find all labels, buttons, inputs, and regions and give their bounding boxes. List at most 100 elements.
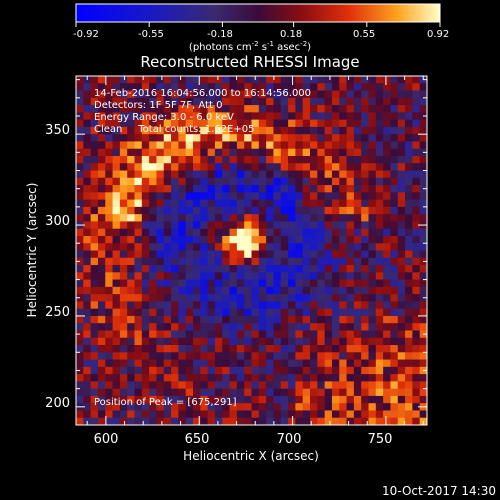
heatmap-cell xyxy=(288,250,296,259)
heatmap-cell xyxy=(397,352,406,360)
heatmap-cell xyxy=(266,257,274,266)
heatmap-cell xyxy=(353,410,362,419)
heatmap-cell xyxy=(412,374,421,382)
heatmap-cell xyxy=(163,330,172,339)
heatmap-cell xyxy=(141,105,150,113)
heatmap-cell xyxy=(273,323,282,331)
heatmap-cell xyxy=(375,337,384,346)
heatmap-cell xyxy=(141,301,150,310)
heatmap-cell xyxy=(236,366,245,375)
heatmap-cell xyxy=(134,90,143,99)
heatmap-cell xyxy=(90,374,99,382)
heatmap-cell xyxy=(171,235,179,244)
heatmap-cell xyxy=(119,126,128,135)
heatmap-cell xyxy=(185,163,194,171)
heatmap-cell xyxy=(317,301,326,310)
heatmap-cell xyxy=(112,330,121,339)
heatmap-cell xyxy=(83,170,92,179)
colorbar-tick-label-1: -0.55 xyxy=(138,29,164,40)
heatmap-cell xyxy=(288,141,296,150)
heatmap-cell xyxy=(361,279,369,288)
heatmap-cell xyxy=(134,381,143,390)
heatmap-cell xyxy=(324,235,333,244)
heatmap-cell xyxy=(397,105,406,113)
heatmap-cell xyxy=(193,272,201,280)
heatmap-cell xyxy=(280,228,289,237)
heatmap-cell xyxy=(214,134,223,142)
heatmap-cell xyxy=(280,279,289,288)
heatmap-cell xyxy=(346,214,355,222)
heatmap-cell xyxy=(368,148,377,157)
heatmap-cell xyxy=(310,323,318,331)
heatmap-cell xyxy=(193,235,201,244)
heatmap-cell xyxy=(200,330,209,339)
heatmap-cell xyxy=(236,141,245,150)
heatmap-cell xyxy=(266,337,274,346)
heatmap-cell xyxy=(310,163,318,171)
heatmap-cell xyxy=(346,148,355,157)
heatmap-cell xyxy=(244,257,252,266)
heatmap-cell xyxy=(185,170,194,179)
heatmap-cell xyxy=(331,185,340,193)
heatmap-cell xyxy=(178,170,187,179)
heatmap-cell xyxy=(214,352,223,360)
heatmap-cell xyxy=(288,388,296,397)
heatmap-cell xyxy=(251,272,260,280)
heatmap-cell xyxy=(112,141,121,150)
heatmap-cell xyxy=(105,76,113,84)
heatmap-cell xyxy=(390,170,399,179)
heatmap-cell xyxy=(331,83,340,91)
heatmap-cell xyxy=(266,345,274,353)
heatmap-cell xyxy=(97,294,106,302)
heatmap-cell xyxy=(178,192,187,200)
heatmap-cell xyxy=(134,330,143,339)
heatmap-cell xyxy=(134,192,143,200)
heatmap-cell xyxy=(375,330,384,339)
heatmap-cell xyxy=(76,97,84,106)
heatmap-cell xyxy=(317,76,326,84)
heatmap-cell xyxy=(90,359,99,368)
heatmap-cell xyxy=(310,381,318,390)
heatmap-cell xyxy=(353,192,362,200)
heatmap-cell xyxy=(127,417,135,425)
heatmap-cell xyxy=(171,90,179,99)
heatmap-cell xyxy=(105,126,113,135)
heatmap-cell xyxy=(193,148,201,157)
heatmap-cell xyxy=(273,286,282,295)
heatmap-cell xyxy=(339,323,347,331)
heatmap-cell xyxy=(295,301,304,310)
heatmap-cell xyxy=(214,90,223,99)
heatmap-cell xyxy=(258,214,267,222)
heatmap-cell xyxy=(119,265,128,273)
heatmap-cell xyxy=(229,257,238,266)
heatmap-cell xyxy=(412,228,421,237)
heatmap-cell xyxy=(295,97,304,106)
heatmap-cell xyxy=(171,141,179,150)
heatmap-cell xyxy=(200,366,209,375)
heatmap-cell xyxy=(346,250,355,259)
heatmap-cell xyxy=(397,345,406,353)
heatmap-cell xyxy=(83,141,92,150)
heatmap-cell xyxy=(258,243,267,251)
heatmap-cell xyxy=(83,206,92,215)
heatmap-cell xyxy=(163,265,172,273)
heatmap-cell xyxy=(317,323,326,331)
heatmap-cell xyxy=(171,286,179,295)
heatmap-cell xyxy=(178,97,187,106)
heatmap-cell xyxy=(163,148,172,157)
heatmap-cell xyxy=(119,301,128,310)
heatmap-cell xyxy=(280,206,289,215)
heatmap-cell xyxy=(244,97,252,106)
heatmap-cell xyxy=(405,170,413,179)
heatmap-cell xyxy=(383,163,391,171)
heatmap-cell xyxy=(193,279,201,288)
heatmap-cell xyxy=(295,257,304,266)
heatmap-cell xyxy=(266,214,274,222)
heatmap-cell xyxy=(361,148,369,157)
heatmap-cell xyxy=(368,366,377,375)
heatmap-cell xyxy=(214,112,223,121)
heatmap-cell xyxy=(390,199,399,208)
heatmap-cell xyxy=(258,330,267,339)
heatmap-cell xyxy=(346,330,355,339)
heatmap-cell xyxy=(288,83,296,91)
